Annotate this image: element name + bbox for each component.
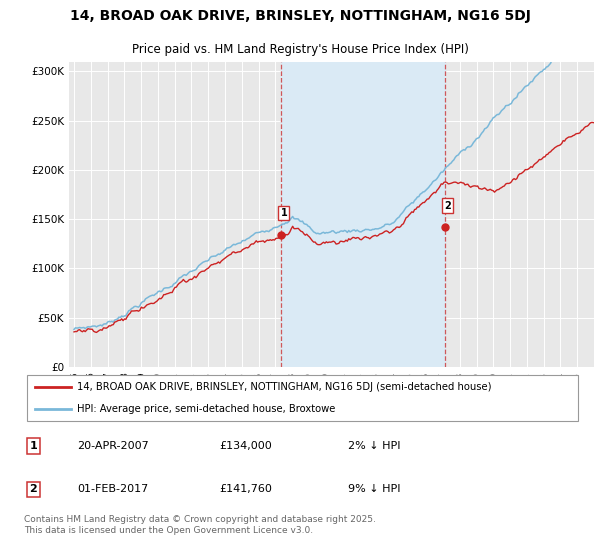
Text: 14, BROAD OAK DRIVE, BRINSLEY, NOTTINGHAM, NG16 5DJ: 14, BROAD OAK DRIVE, BRINSLEY, NOTTINGHA… xyxy=(70,10,530,24)
Text: 9% ↓ HPI: 9% ↓ HPI xyxy=(347,484,400,494)
Text: £134,000: £134,000 xyxy=(220,441,272,451)
Text: 01-FEB-2017: 01-FEB-2017 xyxy=(77,484,148,494)
Text: 2: 2 xyxy=(29,484,37,494)
Bar xyxy=(281,62,445,367)
Text: 1: 1 xyxy=(29,441,37,451)
Text: HPI: Average price, semi-detached house, Broxtowe: HPI: Average price, semi-detached house,… xyxy=(77,404,335,414)
Text: 2: 2 xyxy=(445,200,451,211)
Text: Contains HM Land Registry data © Crown copyright and database right 2025.
This d: Contains HM Land Registry data © Crown c… xyxy=(24,515,376,535)
Text: 2% ↓ HPI: 2% ↓ HPI xyxy=(347,441,400,451)
Text: 1: 1 xyxy=(280,208,287,218)
Text: £141,760: £141,760 xyxy=(220,484,272,494)
Text: Price paid vs. HM Land Registry's House Price Index (HPI): Price paid vs. HM Land Registry's House … xyxy=(131,43,469,56)
FancyBboxPatch shape xyxy=(27,376,578,421)
Text: 20-APR-2007: 20-APR-2007 xyxy=(77,441,149,451)
Text: 14, BROAD OAK DRIVE, BRINSLEY, NOTTINGHAM, NG16 5DJ (semi-detached house): 14, BROAD OAK DRIVE, BRINSLEY, NOTTINGHA… xyxy=(77,382,491,393)
